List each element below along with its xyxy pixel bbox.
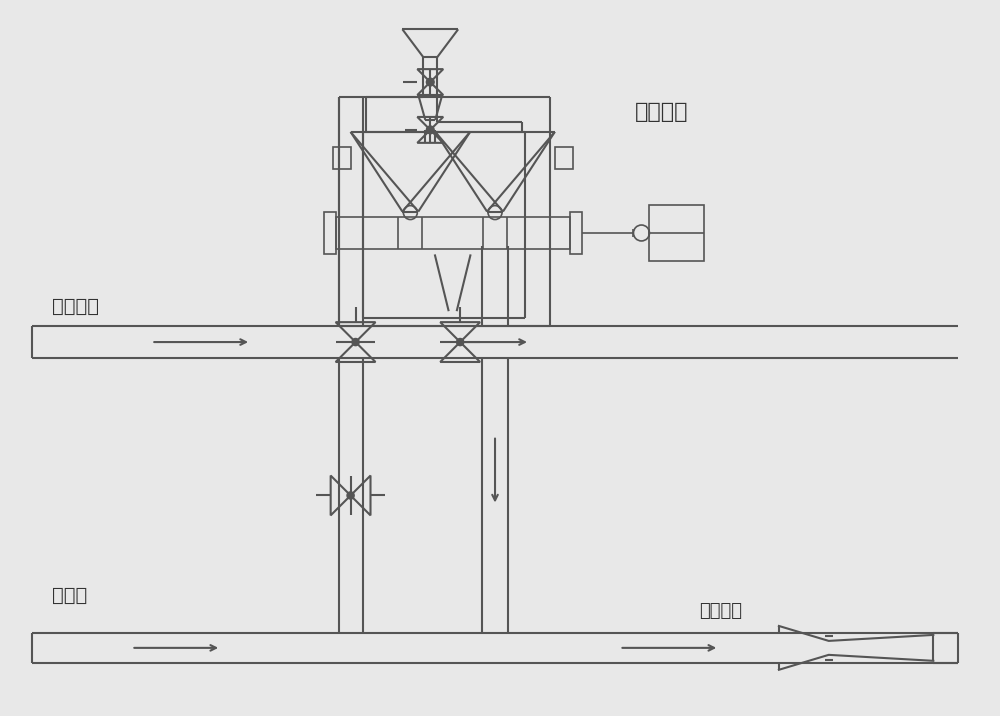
Circle shape <box>457 339 464 346</box>
Bar <box>570 211 582 254</box>
Text: 主气流: 主气流 <box>52 586 87 605</box>
Circle shape <box>426 78 434 86</box>
Text: 加速喷嘴: 加速喷嘴 <box>699 602 742 620</box>
Bar <box>649 205 704 261</box>
Bar <box>324 211 336 254</box>
Bar <box>336 216 570 249</box>
Circle shape <box>426 126 434 134</box>
Text: 加料系统: 加料系统 <box>634 102 688 122</box>
Circle shape <box>352 339 359 346</box>
Circle shape <box>347 492 354 499</box>
Bar <box>333 147 351 169</box>
Bar <box>555 147 573 169</box>
Text: 二次气流: 二次气流 <box>52 297 99 316</box>
